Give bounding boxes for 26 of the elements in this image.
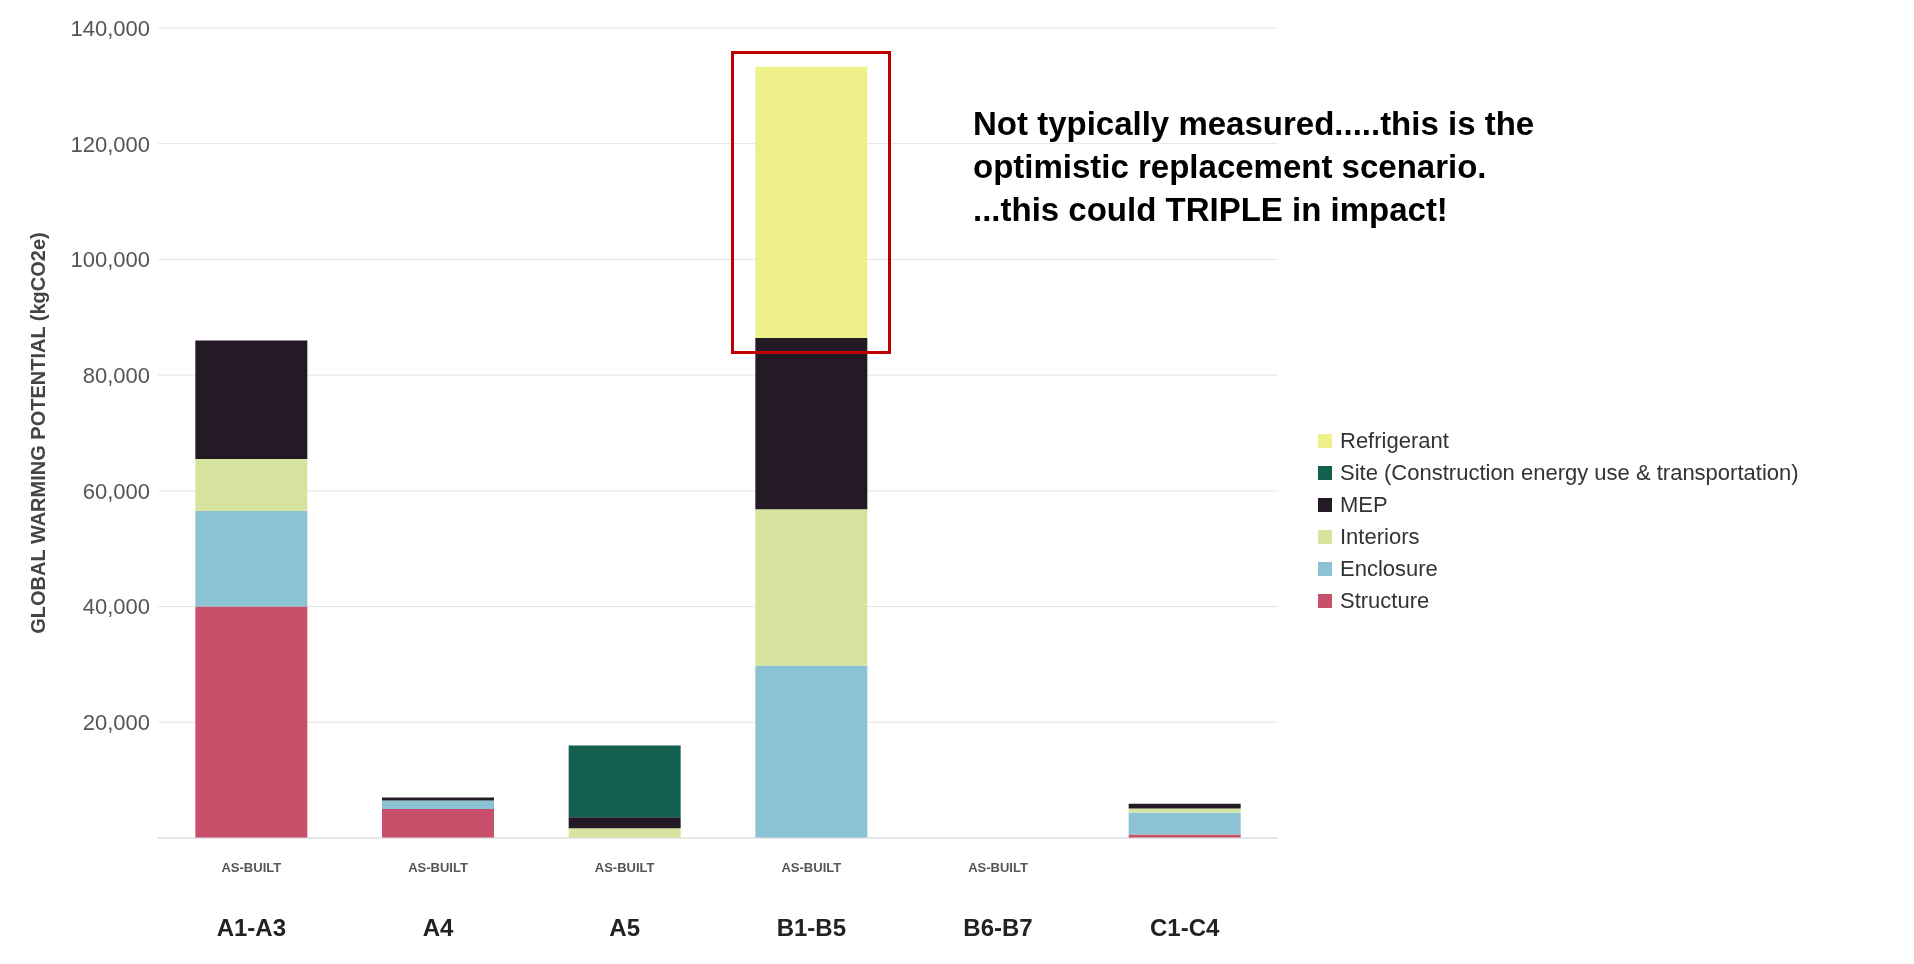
y-tick-label: 80,000 [82, 362, 150, 388]
x-tick-label: B1-B5 [776, 914, 847, 941]
text: AS-BUILT [968, 860, 1028, 875]
text: AS-BUILT [594, 860, 655, 875]
legend-label: MEP [1340, 492, 1388, 518]
legend-label: Refrigerant [1340, 428, 1449, 454]
text: AS-BUILT [408, 860, 468, 875]
x-tick-label: C1-C4 [1149, 914, 1220, 941]
y-axis-title: GLOBAL WARMING POTENTIAL (kgCO2e) [27, 232, 50, 634]
y-tick-label: 20,000 [82, 710, 150, 736]
y-tick-label: 100,000 [70, 247, 150, 273]
y-tick-label: 40,000 [82, 594, 150, 620]
y-tick-label: 120,000 [70, 131, 150, 157]
y-tick-label: 140,000 [70, 15, 150, 41]
text: AS-BUILT [781, 860, 842, 875]
x-tick-label: A4 [422, 914, 454, 941]
legend-label: Interiors [1340, 524, 1420, 550]
legend-label: Site (Construction energy use & transportation) [1340, 460, 1799, 486]
x-tick-label: B6-B7 [963, 914, 1033, 941]
text: AS-BUILT [221, 860, 282, 875]
x-tick-label: A1-A3 [216, 914, 287, 941]
legend-label: Structure [1340, 588, 1430, 614]
x-tick-label: A5 [609, 914, 641, 941]
annotation: Not typically measured.....this is the optimistic replacement scenario. ...this could TRIPLE in impact! [973, 104, 1535, 230]
legend-label: Enclosure [1340, 556, 1438, 582]
y-tick-label: 60,000 [82, 478, 150, 504]
